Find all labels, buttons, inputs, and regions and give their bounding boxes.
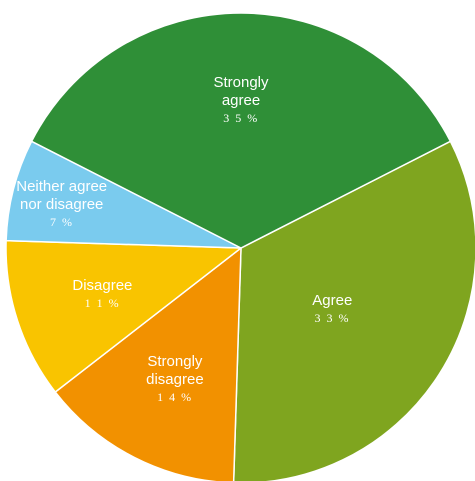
slice-label-neither: Neither agree nor disagree 7 % [16, 178, 107, 229]
slice-name-line: Disagree [72, 277, 132, 294]
slice-percent: 3 3 % [315, 311, 351, 325]
slice-name-line: Strongly [213, 74, 269, 91]
slice-label-strongly-agree: Strongly agree 3 5 % [213, 74, 269, 125]
slice-percent: 3 5 % [223, 111, 259, 125]
slice-name-line: nor disagree [20, 196, 103, 213]
pie-slice-neither [5, 140, 242, 249]
pie-slice-disagree [5, 239, 244, 394]
pie-slices [5, 12, 475, 481]
pie-slice-strongly-disagree [54, 246, 242, 481]
slice-percent: 1 4 % [157, 390, 193, 404]
pie-slice-strongly-agree [30, 12, 452, 249]
slice-name-line: Neither agree [16, 178, 107, 195]
slice-label-agree: Agree 3 3 % [312, 292, 352, 325]
slice-name-line: disagree [146, 371, 204, 388]
slice-name-line: Strongly [147, 353, 203, 370]
slice-percent: 1 1 % [85, 296, 121, 310]
slice-percent: 7 % [50, 215, 74, 229]
slice-label-strongly-disagree: Strongly disagree 1 4 % [146, 353, 204, 404]
slice-label-disagree: Disagree 1 1 % [72, 277, 132, 310]
pie-slice-agree [232, 140, 475, 481]
slice-name-line: agree [222, 92, 260, 109]
pie-labels: Agree 3 3 %Strongly disagree 1 4 %Disagree 1… [16, 74, 352, 404]
slice-name-line: Agree [312, 292, 352, 309]
